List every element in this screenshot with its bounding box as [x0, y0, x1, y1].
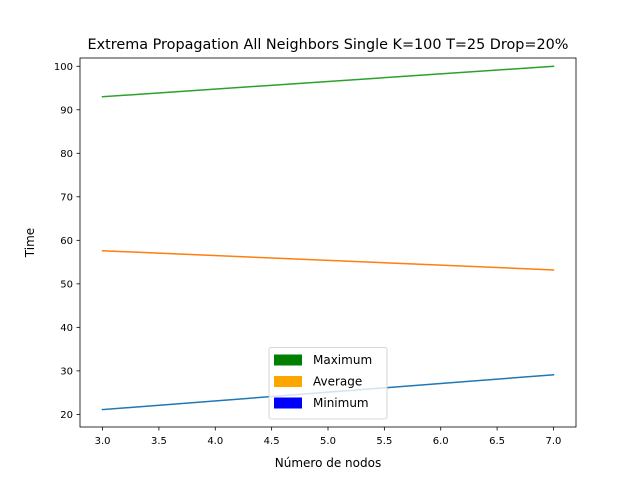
legend-swatch — [274, 376, 302, 387]
legend-swatch — [274, 397, 302, 409]
series-line-1 — [101, 65, 555, 98]
x-tick-label: 6.0 — [433, 436, 449, 447]
y-tick-label: 50 — [60, 279, 73, 290]
y-axis-ticks: 20 30 40 50 60 70 80 90 100 — [54, 62, 80, 421]
y-tick-label: 70 — [60, 192, 73, 203]
y-tick-label: 90 — [60, 105, 73, 116]
y-tick-label: 20 — [60, 410, 73, 421]
legend-label: Maximum — [313, 353, 372, 367]
x-tick-label: 6.5 — [489, 436, 505, 447]
legend-swatch — [274, 354, 302, 366]
x-axis-label: Número de nodos — [275, 456, 381, 470]
x-tick-label: 3.5 — [151, 436, 167, 447]
x-tick-label: 5.5 — [376, 436, 392, 447]
y-tick-label: 100 — [54, 62, 73, 73]
legend-label: Average — [313, 375, 362, 389]
y-axis-label: Time — [23, 228, 37, 258]
x-tick-label: 7.0 — [546, 436, 562, 447]
legend: Maximum Average Minimum — [268, 347, 388, 420]
x-tick-label: 4.0 — [207, 436, 223, 447]
y-tick-label: 80 — [60, 149, 73, 160]
y-tick-label: 40 — [60, 323, 73, 334]
y-tick-label: 30 — [60, 366, 73, 377]
y-tick-label: 60 — [60, 236, 73, 247]
x-tick-label: 4.5 — [264, 436, 280, 447]
x-tick-label: 5.0 — [320, 436, 336, 447]
x-axis-ticks: 3.0 3.5 4.0 4.5 5.0 5.5 6.0 6.5 7.0 — [95, 427, 562, 447]
x-tick-label: 3.0 — [95, 436, 111, 447]
series-line-2 — [101, 249, 555, 271]
chart-title: Extrema Propagation All Neighbors Single… — [88, 37, 569, 53]
legend-label: Minimum — [313, 396, 369, 410]
